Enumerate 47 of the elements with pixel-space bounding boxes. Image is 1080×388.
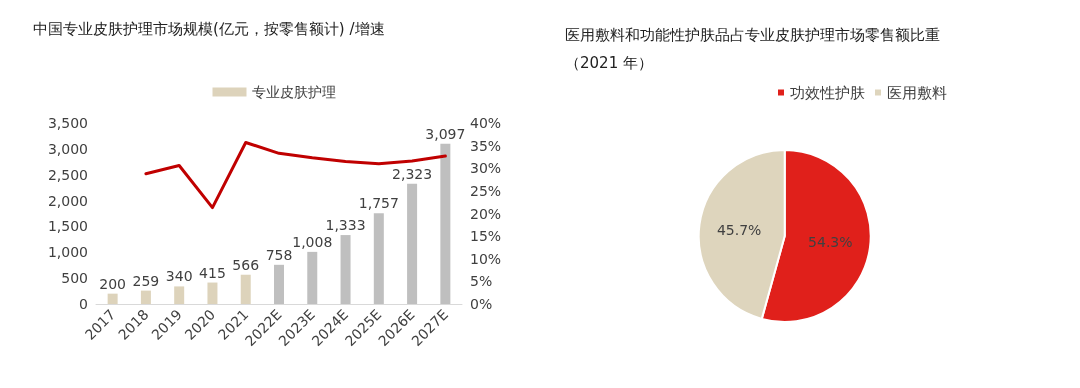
y-tick-label: 3,500 xyxy=(47,115,88,131)
bar xyxy=(440,143,451,304)
y-tick-label: 2,500 xyxy=(47,166,88,183)
y2-tick-label: 5% xyxy=(470,273,493,290)
bar xyxy=(140,290,151,304)
y2-tick-label: 15% xyxy=(470,228,502,245)
legend-label: 医用敷料 xyxy=(887,83,947,102)
data-label: 758 xyxy=(265,246,293,263)
data-label: 45.7% xyxy=(716,221,762,238)
y-tick-label: 2,000 xyxy=(47,192,88,209)
data-label: 200 xyxy=(99,275,126,292)
y-tick-label: 500 xyxy=(61,270,88,287)
bar xyxy=(207,282,218,304)
line-series xyxy=(144,140,447,210)
legend-label: 专业皮肤护理 xyxy=(251,84,336,100)
data-label: 566 xyxy=(232,256,260,273)
legend-label: 功效性护肤 xyxy=(790,83,865,102)
bar xyxy=(174,286,185,304)
y2-tick-label: 0% xyxy=(470,296,493,312)
data-label: 3,097 xyxy=(425,125,466,142)
data-label: 54.3% xyxy=(808,234,853,251)
y-tick-label: 0 xyxy=(79,296,88,312)
bar xyxy=(307,251,318,304)
y-tick-label: 3,000 xyxy=(47,140,88,157)
bar xyxy=(107,293,118,304)
data-label: 340 xyxy=(165,268,193,285)
y2-tick-label: 30% xyxy=(470,160,502,177)
bar xyxy=(274,264,284,304)
y2-tick-label: 35% xyxy=(470,137,502,154)
data-label: 1,757 xyxy=(358,195,399,212)
y-tick-label: 1,000 xyxy=(47,244,88,261)
chart-title: 中国专业皮肤护理市场规模(亿元，按零售额计) /增速 xyxy=(33,19,385,38)
data-label: 1,333 xyxy=(325,217,366,234)
bar xyxy=(240,274,251,304)
bar xyxy=(373,213,384,304)
y2-tick-label: 20% xyxy=(470,205,502,222)
y2-tick-label: 10% xyxy=(470,250,502,267)
y2-tick-label: 25% xyxy=(470,182,502,199)
bar xyxy=(407,183,418,304)
chart-title: 医用敷料和功能性护肤品占专业皮肤护理市场零售额比重（2021 年） xyxy=(565,26,940,72)
data-label: 2,323 xyxy=(392,165,433,182)
bar xyxy=(340,235,351,304)
data-label: 1,008 xyxy=(292,233,333,250)
data-label: 259 xyxy=(132,272,160,289)
y2-tick-label: 40% xyxy=(470,115,502,131)
y-tick-label: 1,500 xyxy=(47,218,88,235)
data-label: 415 xyxy=(199,264,226,281)
